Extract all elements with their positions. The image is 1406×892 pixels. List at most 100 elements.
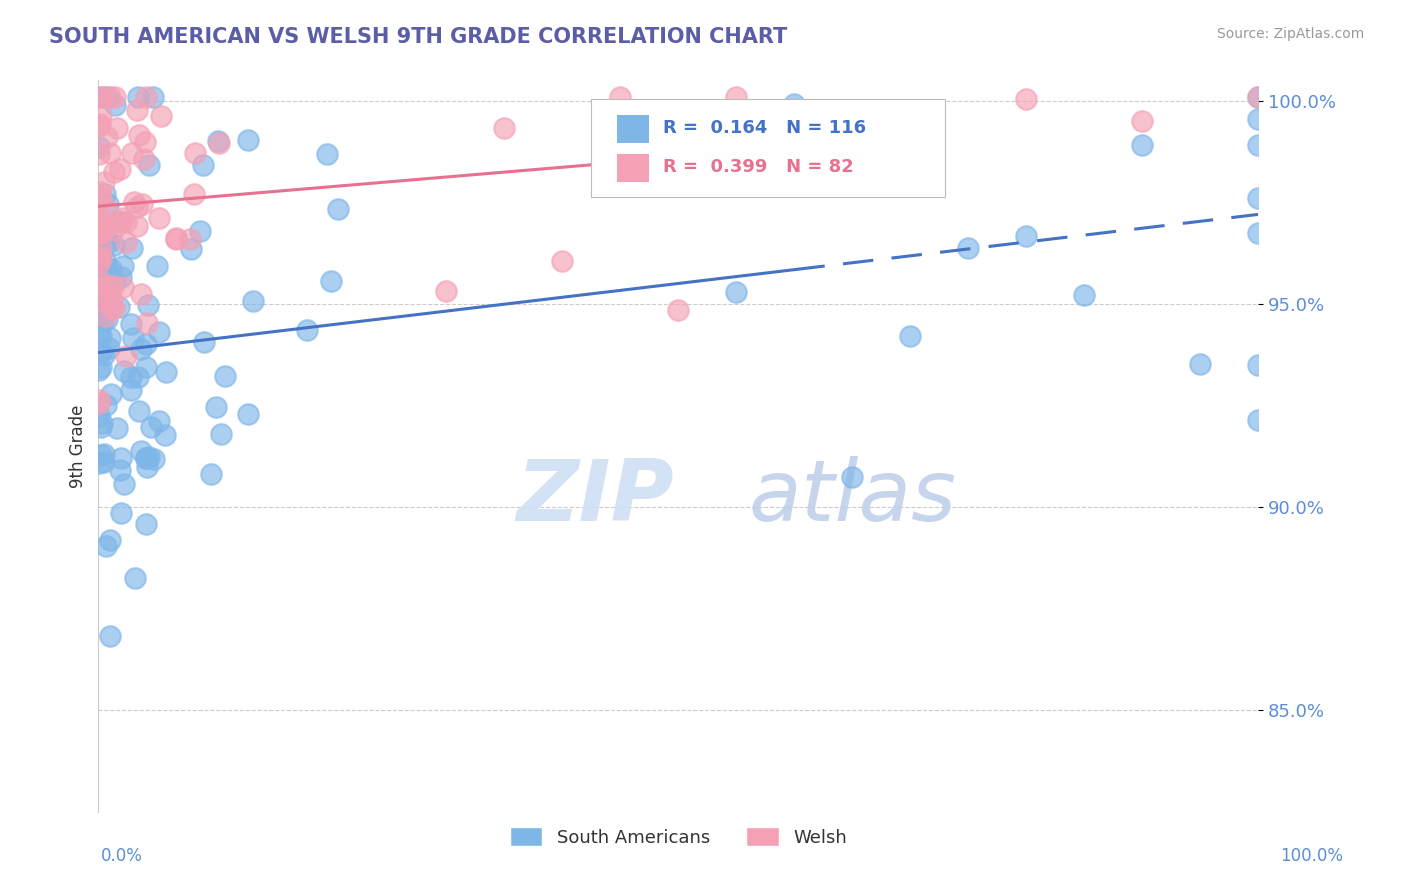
Point [98,89,121,103]
Point [1132,137,1154,152]
Point [108,161,131,176]
Point [115,235,138,249]
Point [89,393,111,408]
Point [128,403,150,417]
Point [96,289,118,303]
Point [87,226,110,240]
Point [100,301,122,315]
Point [103,237,125,252]
Point [89,227,111,241]
Legend: South Americans, Welsh: South Americans, Welsh [503,820,853,854]
Point [87,292,110,306]
Point [193,335,215,350]
Point [725,285,748,299]
Point [90,448,112,462]
Point [94,399,117,413]
Point [114,349,136,363]
Point [104,89,127,103]
Point [179,231,201,245]
Point [90,343,112,358]
Point [111,259,134,273]
Point [1247,89,1270,103]
Point [127,370,149,384]
Point [135,450,157,465]
Text: ZIP: ZIP [516,456,673,539]
Text: atlas: atlas [748,456,956,539]
Point [89,185,111,199]
Point [143,451,166,466]
Point [94,539,117,553]
Point [1247,191,1270,205]
Point [91,416,114,430]
Point [122,331,145,345]
Point [87,409,110,423]
Point [136,298,159,312]
Point [91,314,114,328]
Point [214,369,236,384]
Point [142,89,165,103]
Point [128,128,150,143]
Point [957,241,980,255]
Point [207,134,229,148]
Point [783,125,806,139]
Point [90,241,112,255]
Point [93,299,115,313]
Point [87,120,110,134]
Point [93,454,115,468]
Point [148,325,170,339]
Point [165,232,187,246]
Point [100,262,122,277]
Point [87,140,110,154]
Point [841,143,863,157]
Point [103,301,125,315]
Point [295,323,318,337]
Point [129,287,152,301]
Point [87,190,110,204]
FancyBboxPatch shape [617,115,650,143]
Point [87,316,110,330]
Point [90,108,112,122]
Point [315,147,337,161]
Point [98,533,121,547]
Point [87,89,110,103]
Point [1132,114,1154,128]
Point [131,444,153,458]
Point [104,274,127,288]
Point [108,214,131,228]
Point [93,348,115,362]
Point [153,428,176,442]
Point [89,260,111,275]
Point [193,158,215,172]
Point [1247,138,1270,153]
Point [108,300,131,314]
Point [122,195,145,210]
Point [114,215,136,229]
Point [93,175,115,189]
Point [104,98,127,112]
Point [1189,358,1212,372]
Point [105,120,128,135]
Point [127,219,149,233]
Point [98,146,121,161]
Point [96,217,118,231]
Point [96,293,118,307]
Point [89,117,111,131]
Point [1247,89,1270,103]
Point [188,224,211,238]
Point [200,467,222,481]
Point [89,210,111,224]
Point [135,89,157,103]
Point [725,89,748,103]
Point [89,363,111,377]
Point [96,311,118,326]
Point [125,103,148,117]
Point [165,231,187,245]
Point [89,325,111,339]
Point [111,280,134,294]
Point [135,337,157,351]
Point [90,89,112,103]
Point [97,341,120,355]
Point [551,253,574,268]
Point [89,191,111,205]
Point [94,309,117,323]
